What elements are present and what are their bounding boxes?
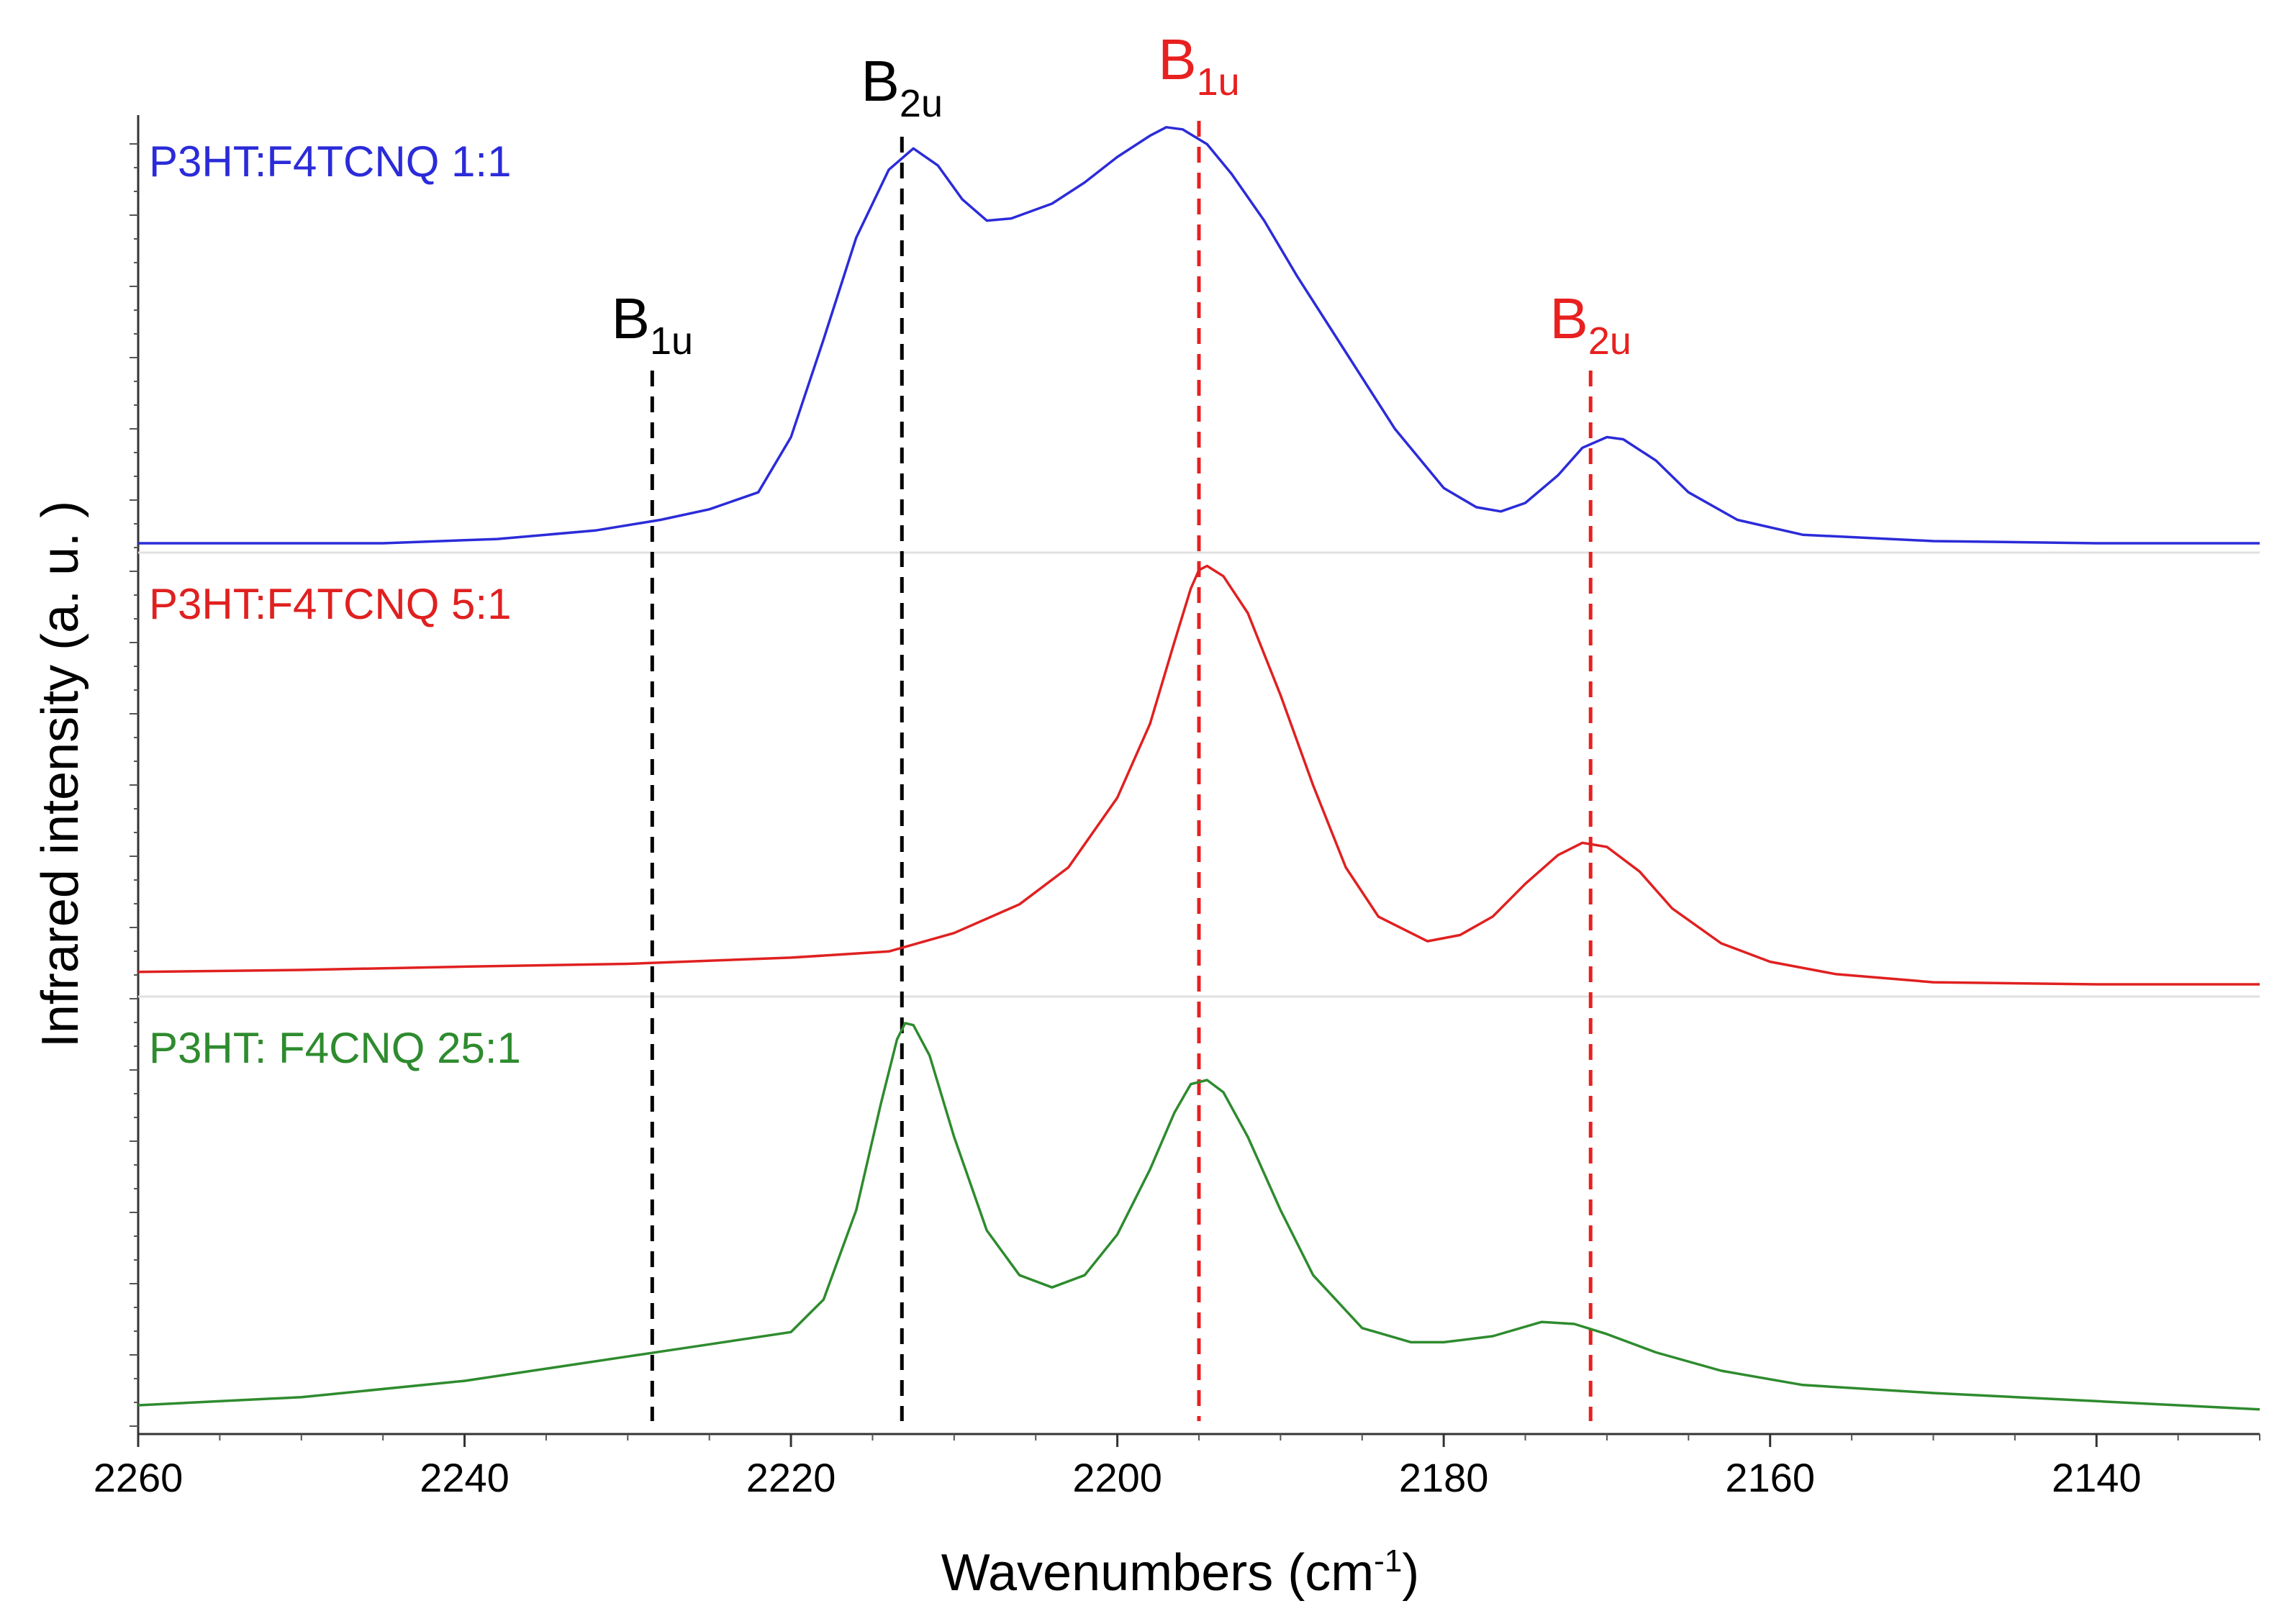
x-axis-ticks: 2260 2240 2220 2200 2180 2160 2140: [94, 1434, 2260, 1500]
reference-label-main: B: [1550, 286, 1588, 350]
x-tick-label-2140: 2140: [2052, 1455, 2142, 1500]
x-tick-label-2180: 2180: [1399, 1455, 1489, 1500]
reference-label-main: B: [1158, 27, 1196, 91]
x-tick-label-2220: 2220: [746, 1455, 836, 1500]
x-axis-title-end: ): [1402, 1544, 1419, 1602]
reference-label-4: B2u: [1550, 286, 1631, 363]
reference-label-2: B2u: [861, 49, 943, 125]
reference-label-sub: 1u: [1197, 60, 1240, 104]
x-tick-label-2260: 2260: [94, 1455, 184, 1500]
x-tick-label-2200: 2200: [1072, 1455, 1162, 1500]
series-label-5-1: P3HT:F4TCNQ 5:1: [149, 580, 511, 628]
x-tick-label-2160: 2160: [1725, 1455, 1815, 1500]
reference-label-main: B: [861, 49, 900, 113]
y-axis-title: Infrared intensity (a. u. ): [32, 501, 89, 1048]
reference-label-sub: 1u: [650, 319, 693, 363]
x-axis-title: Wavenumbers (cm-1): [941, 1543, 1420, 1602]
series-line-2: [137, 564, 2260, 986]
reference-label-sub: 2u: [900, 82, 943, 125]
series-label-25-1: P3HT: F4CNQ 25:1: [149, 1024, 521, 1072]
reference-label-sub: 2u: [1588, 319, 1631, 363]
reference-label-main: B: [612, 286, 650, 350]
series-line-3: [137, 1022, 2260, 1411]
series-label-1-1: P3HT:F4TCNQ 1:1: [149, 137, 511, 186]
reference-label-1: B1u: [612, 286, 693, 363]
x-tick-label-2240: 2240: [420, 1455, 510, 1500]
series-curves: [137, 126, 2260, 1411]
x-axis-title-sup: -1: [1374, 1543, 1402, 1579]
x-axis-title-main: Wavenumbers (cm: [941, 1544, 1374, 1602]
series-line-1: [138, 126, 2260, 545]
y-minor-ticks: [130, 143, 138, 1427]
reference-label-3: B1u: [1158, 27, 1239, 104]
